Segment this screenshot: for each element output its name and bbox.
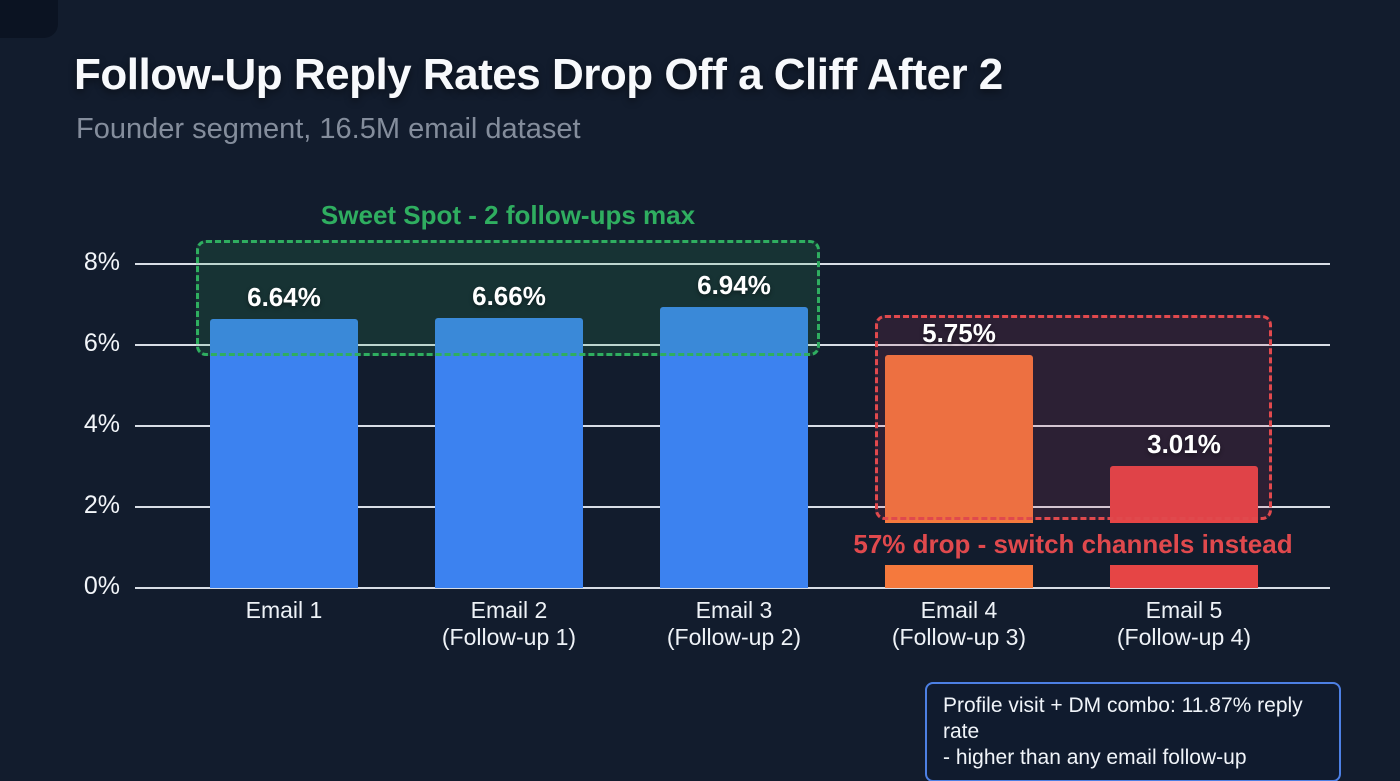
drop-label: 57% drop - switch channels instead [853,528,1293,559]
x-tick-sublabel: (Follow-up 1) [441,624,577,650]
x-tick-sublabel: (Follow-up 3) [891,624,1027,650]
bar-value-label: 6.64% [247,282,321,313]
bar [210,319,358,588]
gridline [135,587,1330,589]
bar-value-label: 6.66% [472,281,546,312]
sweet-spot-label: Sweet Spot - 2 follow-ups max [320,200,696,230]
bar [435,318,583,588]
y-tick-label: 4% [83,410,120,438]
y-tick-label: 0% [83,572,120,600]
callout-line-2: - higher than any email follow-up [943,746,1247,769]
corner-artifact [0,0,58,38]
x-tick-label: Email 4 [920,597,998,623]
page-title: Follow-Up Reply Rates Drop Off a Cliff A… [74,50,1003,99]
bar-value-label: 3.01% [1147,429,1221,460]
y-tick-label: 8% [83,248,120,276]
y-tick-label: 2% [83,491,120,519]
x-tick-label: Email 2 [470,597,548,623]
callout-line-1: Profile visit + DM combo: 11.87% reply r… [943,694,1303,743]
gridline [135,263,1330,265]
x-tick-sublabel: (Follow-up 4) [1116,624,1252,650]
drop-label-strip: 57% drop - switch channels instead [853,523,1293,565]
page-subtitle: Founder segment, 16.5M email dataset [76,113,581,145]
drop-region [875,315,1272,520]
x-tick-sublabel: (Follow-up 2) [666,624,802,650]
dm-combo-callout: Profile visit + DM combo: 11.87% reply r… [925,682,1341,781]
x-tick-label: Email 1 [245,597,323,623]
bar-value-label: 5.75% [922,318,996,349]
sweet-spot-region [196,240,820,356]
y-tick-label: 6% [83,329,120,357]
x-tick-label: Email 5 [1145,597,1223,623]
bar-value-label: 6.94% [697,269,771,300]
x-tick-label: Email 3 [695,597,773,623]
